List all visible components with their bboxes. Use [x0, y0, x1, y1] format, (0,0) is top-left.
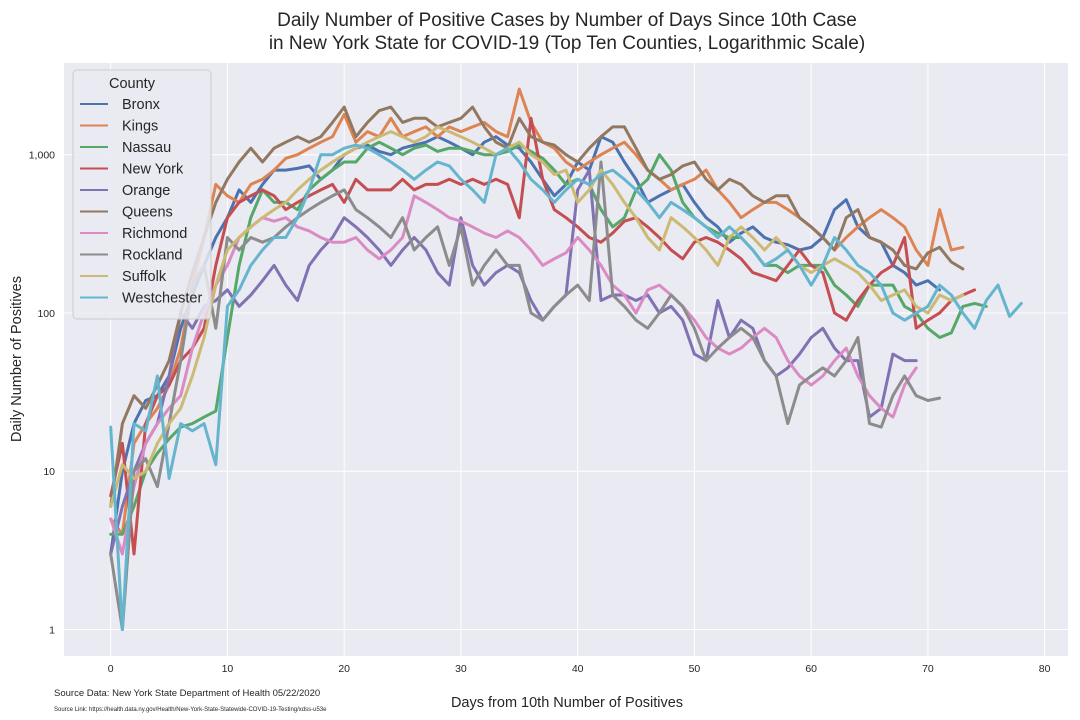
series-line-orange	[109, 168, 918, 556]
x-tick-label: 80	[1039, 663, 1051, 675]
axis-ticks: 0 10 20 30 40 50 60 70 80 1 10 100 1,000	[29, 150, 1051, 675]
series-line-new-york	[109, 116, 977, 556]
legend-entry: Orange	[122, 183, 170, 199]
series-lines	[109, 87, 1023, 631]
y-axis-label: Daily Number of Positives	[9, 276, 25, 442]
legend-entry: Suffolk	[122, 269, 167, 285]
legend-box	[72, 69, 212, 320]
series-line-queens	[109, 105, 965, 508]
legend-entry: New York	[122, 162, 184, 178]
x-tick-label: 50	[689, 663, 701, 675]
x-tick-label: 30	[455, 663, 467, 675]
x-tick-label: 40	[572, 663, 584, 675]
x-tick-label: 20	[338, 663, 350, 675]
source-link-note: Source Link: https://health.data.ny.gov/…	[54, 707, 327, 713]
legend-entry: Queens	[122, 205, 173, 221]
legend-title: County	[109, 76, 156, 92]
y-tick-label: 1	[49, 624, 55, 636]
y-tick-label: 1,000	[29, 150, 55, 162]
series-line-bronx	[109, 135, 942, 556]
x-tick-label: 0	[108, 663, 114, 675]
legend-entry: Westchester	[122, 291, 202, 307]
series-line-rockland	[109, 160, 942, 631]
y-tick-label: 100	[37, 308, 55, 320]
x-tick-label: 60	[805, 663, 817, 675]
legend-entry: Kings	[122, 119, 158, 135]
legend-entry: Nassau	[122, 140, 171, 156]
x-tick-label: 10	[222, 663, 234, 675]
legend-entry: Richmond	[122, 226, 187, 242]
x-tick-label: 70	[922, 663, 934, 675]
chart-title-line-1: Daily Number of Positive Cases by Number…	[277, 10, 857, 31]
series-line-nassau	[109, 140, 988, 536]
series-line-westchester	[109, 143, 1023, 631]
x-axis-label: Days from 10th Number of Positives	[451, 695, 683, 711]
legend: County Bronx Kings Nassau New York Orange Quee…	[72, 69, 212, 320]
legend-entry: Rockland	[122, 248, 182, 264]
source-data-note: Source Data: New York State Department o…	[54, 688, 321, 699]
legend-entry: Bronx	[122, 97, 161, 113]
plot-area	[64, 63, 1068, 656]
y-tick-label: 10	[43, 466, 55, 478]
chart-title-line-2: in New York State for COVID-19 (Top Ten …	[269, 33, 865, 54]
